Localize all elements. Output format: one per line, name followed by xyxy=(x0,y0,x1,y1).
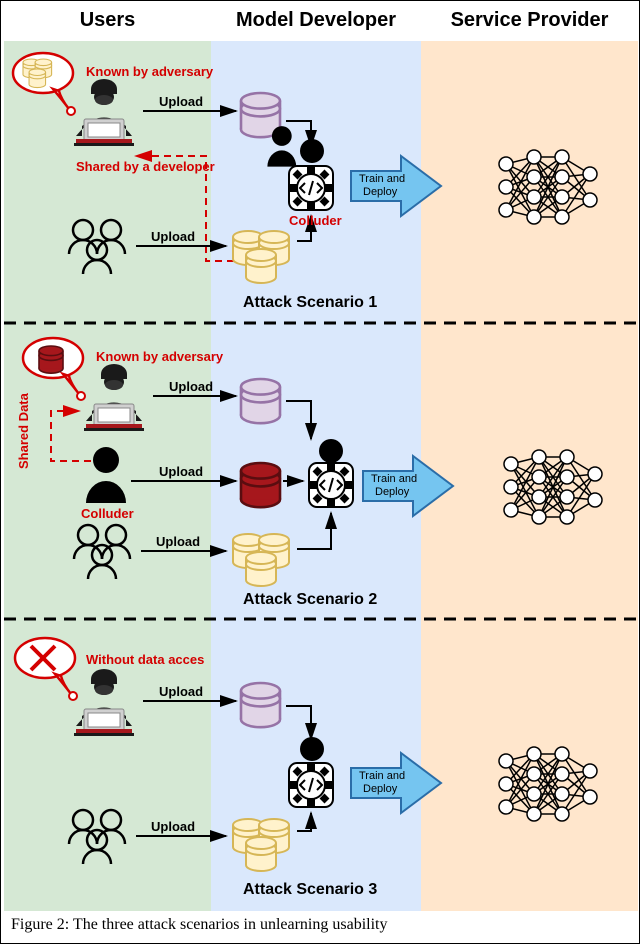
users-group-icon xyxy=(69,810,125,864)
colluder-label: Colluder xyxy=(81,506,134,521)
without-data-label: Without data acces xyxy=(86,652,204,667)
upload-label: Upload xyxy=(156,534,200,549)
colluder-body-icon xyxy=(86,481,126,503)
deploy-label: Deploy xyxy=(363,186,397,198)
network-icon xyxy=(499,747,597,821)
deploy-label: Deploy xyxy=(363,783,397,795)
db-red-icon xyxy=(241,463,280,507)
db-yellow-icon xyxy=(233,231,289,283)
upload-label: Upload xyxy=(159,684,203,699)
gear-icon xyxy=(309,463,353,507)
db-purple-icon xyxy=(241,379,280,423)
upload-label: Upload xyxy=(151,229,195,244)
adversary-icon xyxy=(74,79,134,146)
upload-label: Upload xyxy=(169,379,213,394)
known-adv-label: Known by adversary xyxy=(86,64,213,79)
deploy-label: Deploy xyxy=(375,486,409,498)
train-label: Train and xyxy=(371,473,417,485)
scenario1-label: Attack Scenario 1 xyxy=(243,294,377,312)
colluder-head-icon xyxy=(93,447,119,473)
shared-dev-label: Shared by a developer xyxy=(76,159,215,174)
figure-caption: Figure 2: The three attack scenarios in … xyxy=(11,916,387,934)
users-group-icon xyxy=(69,220,125,274)
db-red-icon xyxy=(39,346,63,373)
known-adv-label: Known by adversary xyxy=(96,349,223,364)
db-yellow-icon xyxy=(233,819,289,871)
users-group-icon xyxy=(74,525,130,579)
train-label: Train and xyxy=(359,173,405,185)
network-icon xyxy=(499,150,597,224)
adversary-icon xyxy=(74,669,134,736)
bubble-icon xyxy=(15,638,77,700)
upload-label: Upload xyxy=(151,819,195,834)
db-purple-icon xyxy=(241,683,280,727)
scenario2-label: Attack Scenario 2 xyxy=(243,591,377,609)
adversary-icon xyxy=(84,364,144,431)
train-label: Train and xyxy=(359,770,405,782)
diagram-svg xyxy=(1,1,640,944)
figure-container: Users Model Developer Service Provider xyxy=(0,0,640,944)
colluder-label: Colluder xyxy=(289,213,342,228)
upload-label: Upload xyxy=(159,94,203,109)
gear-icon xyxy=(289,166,333,210)
shared-data-label: Shared Data xyxy=(16,393,31,469)
gear-icon xyxy=(289,763,333,807)
upload-label: Upload xyxy=(159,464,203,479)
scenario3-label: Attack Scenario 3 xyxy=(243,881,377,899)
network-icon xyxy=(504,450,602,524)
db-yellow-icon xyxy=(233,534,289,586)
